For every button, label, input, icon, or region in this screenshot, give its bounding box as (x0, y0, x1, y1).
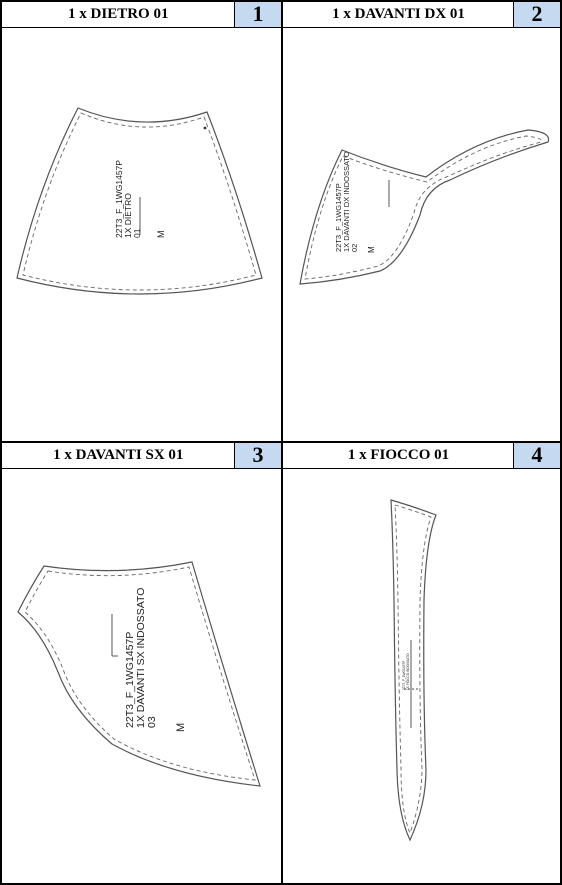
piece-label-line-1: 22T3_F_1WG1457P (402, 661, 406, 690)
piece-title: 1 x DAVANTI SX 01 (53, 446, 184, 463)
piece-label-line-1: 22T3_F_1WG1457P (114, 160, 124, 238)
piece-title: 1 x DIETRO 01 (68, 5, 169, 22)
frame-left (0, 0, 2, 885)
frame-center (281, 0, 283, 885)
piece-number: 1 (234, 1, 281, 27)
piece-label-line-2: 1X DAVANTI SX INDOSSATO (135, 588, 147, 728)
piece-label-line-3: 03 (146, 716, 158, 728)
header-piece-2: 1 x DAVANTI DX 01 2 (283, 1, 560, 28)
header-piece-4: 1 x FIOCCO 01 4 (283, 442, 560, 469)
frame-right (560, 0, 562, 885)
piece-2-shape: 22T3_F_1WG1457P 1X DAVANTI DX INDOSSATO … (299, 129, 550, 285)
header-piece-3: 1 x DAVANTI SX 01 3 (1, 442, 281, 469)
piece-label-line-2: 1X DAVANTI DX INDOSSATO (342, 151, 351, 252)
header-piece-1: 1 x DIETRO 01 1 (1, 1, 281, 28)
piece-label-line-3: 01 (132, 228, 142, 238)
piece-size: M (367, 246, 376, 253)
piece-label-line-2: 1X FIOCCO INDOSSATO (406, 653, 410, 690)
piece-number: 4 (513, 442, 560, 468)
piece-title: 1 x FIOCCO 01 (347, 446, 450, 463)
piece-label-line-3: 02 (350, 244, 359, 252)
piece-label-line-1: 22T3_F_1WG1457P (124, 632, 136, 728)
piece-number: 2 (513, 1, 560, 27)
piece-3-shape: 22T3_F_1WG1457P 1X DAVANTI SX INDOSSATO … (17, 561, 261, 787)
piece-size: M (175, 723, 187, 732)
piece-label-line-1: 22T3_F_1WG1457P (334, 183, 343, 252)
piece-title: 1 x DAVANTI DX 01 (332, 5, 465, 22)
piece-label-line-2: 1X DIETRO (123, 193, 133, 238)
piece-size: M (156, 231, 166, 239)
frame-middle (0, 441, 562, 443)
piece-1-shape: 22T3_F_1WG1457P 1X DIETRO 01 M (16, 107, 263, 295)
piece-number: 3 (234, 442, 281, 468)
piece-4-shape: 22T3_F_1WG1457P 1X FIOCCO INDOSSATO (390, 499, 437, 842)
